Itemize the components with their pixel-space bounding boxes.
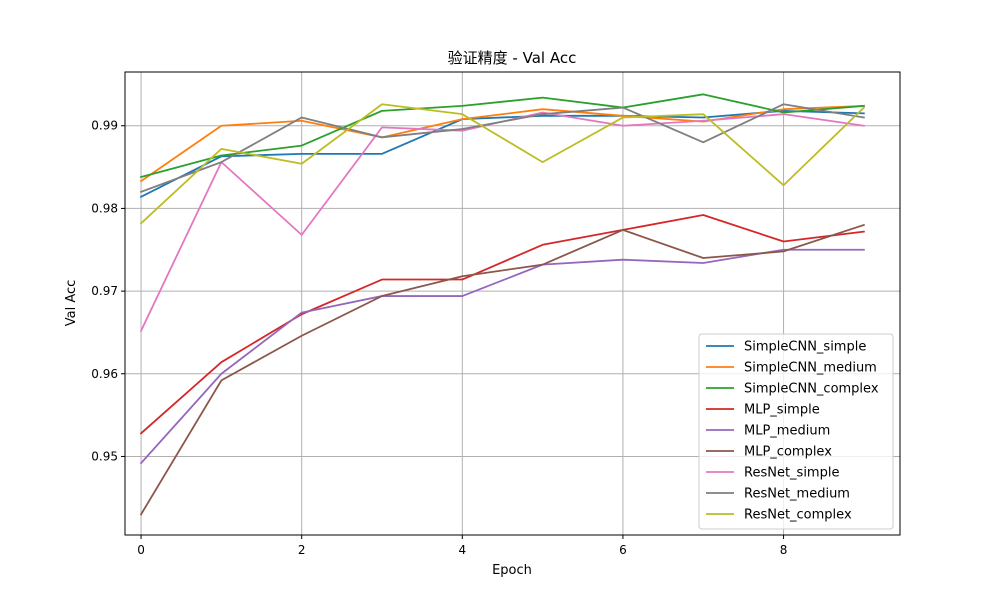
x-tick-label: 4 [458,543,466,557]
y-tick-label: 0.96 [91,367,118,381]
series-lines [139,93,866,516]
y-tick-label: 0.99 [91,119,118,133]
plot-frame [124,71,901,536]
x-tick-label: 6 [619,543,627,557]
legend-label: MLP_complex [744,445,832,460]
series-line [139,104,865,183]
legend: SimpleCNN_simple SimpleCNN_medium SimpleCN… [698,333,894,530]
series-line [139,103,865,194]
y-axis-label: Val Acc [64,280,79,327]
x-tick-label: 8 [780,543,788,557]
x-tick-label: 0 [137,543,145,557]
series-line [139,109,865,199]
y-tick-label: 0.95 [91,449,118,463]
series-line [139,103,866,225]
x-tick-label: 2 [298,543,306,557]
legend-label: SimpleCNN_simple [744,340,866,355]
legend-label: SimpleCNN_complex [744,382,879,397]
chart-title: 验证精度 - Val Acc [448,49,577,67]
legend-label: MLP_simple [744,403,820,418]
series-line [139,223,865,516]
legend-label: ResNet_simple [744,466,839,481]
y-axis: 0.95 0.96 0.97 0.98 0.99 [91,119,125,463]
legend-label: SimpleCNN_medium [744,361,877,376]
series-line [139,248,865,465]
x-axis: 0 2 4 6 8 [137,535,787,557]
legend-box [698,333,894,530]
y-tick-label: 0.97 [91,284,118,298]
series-line [139,214,865,435]
x-axis-label: Epoch [492,563,532,578]
legend-label: ResNet_complex [744,508,852,523]
series-line [139,93,865,179]
legend-label: MLP_medium [744,424,830,439]
y-tick-label: 0.98 [91,201,118,215]
legend-label: ResNet_medium [744,487,850,502]
